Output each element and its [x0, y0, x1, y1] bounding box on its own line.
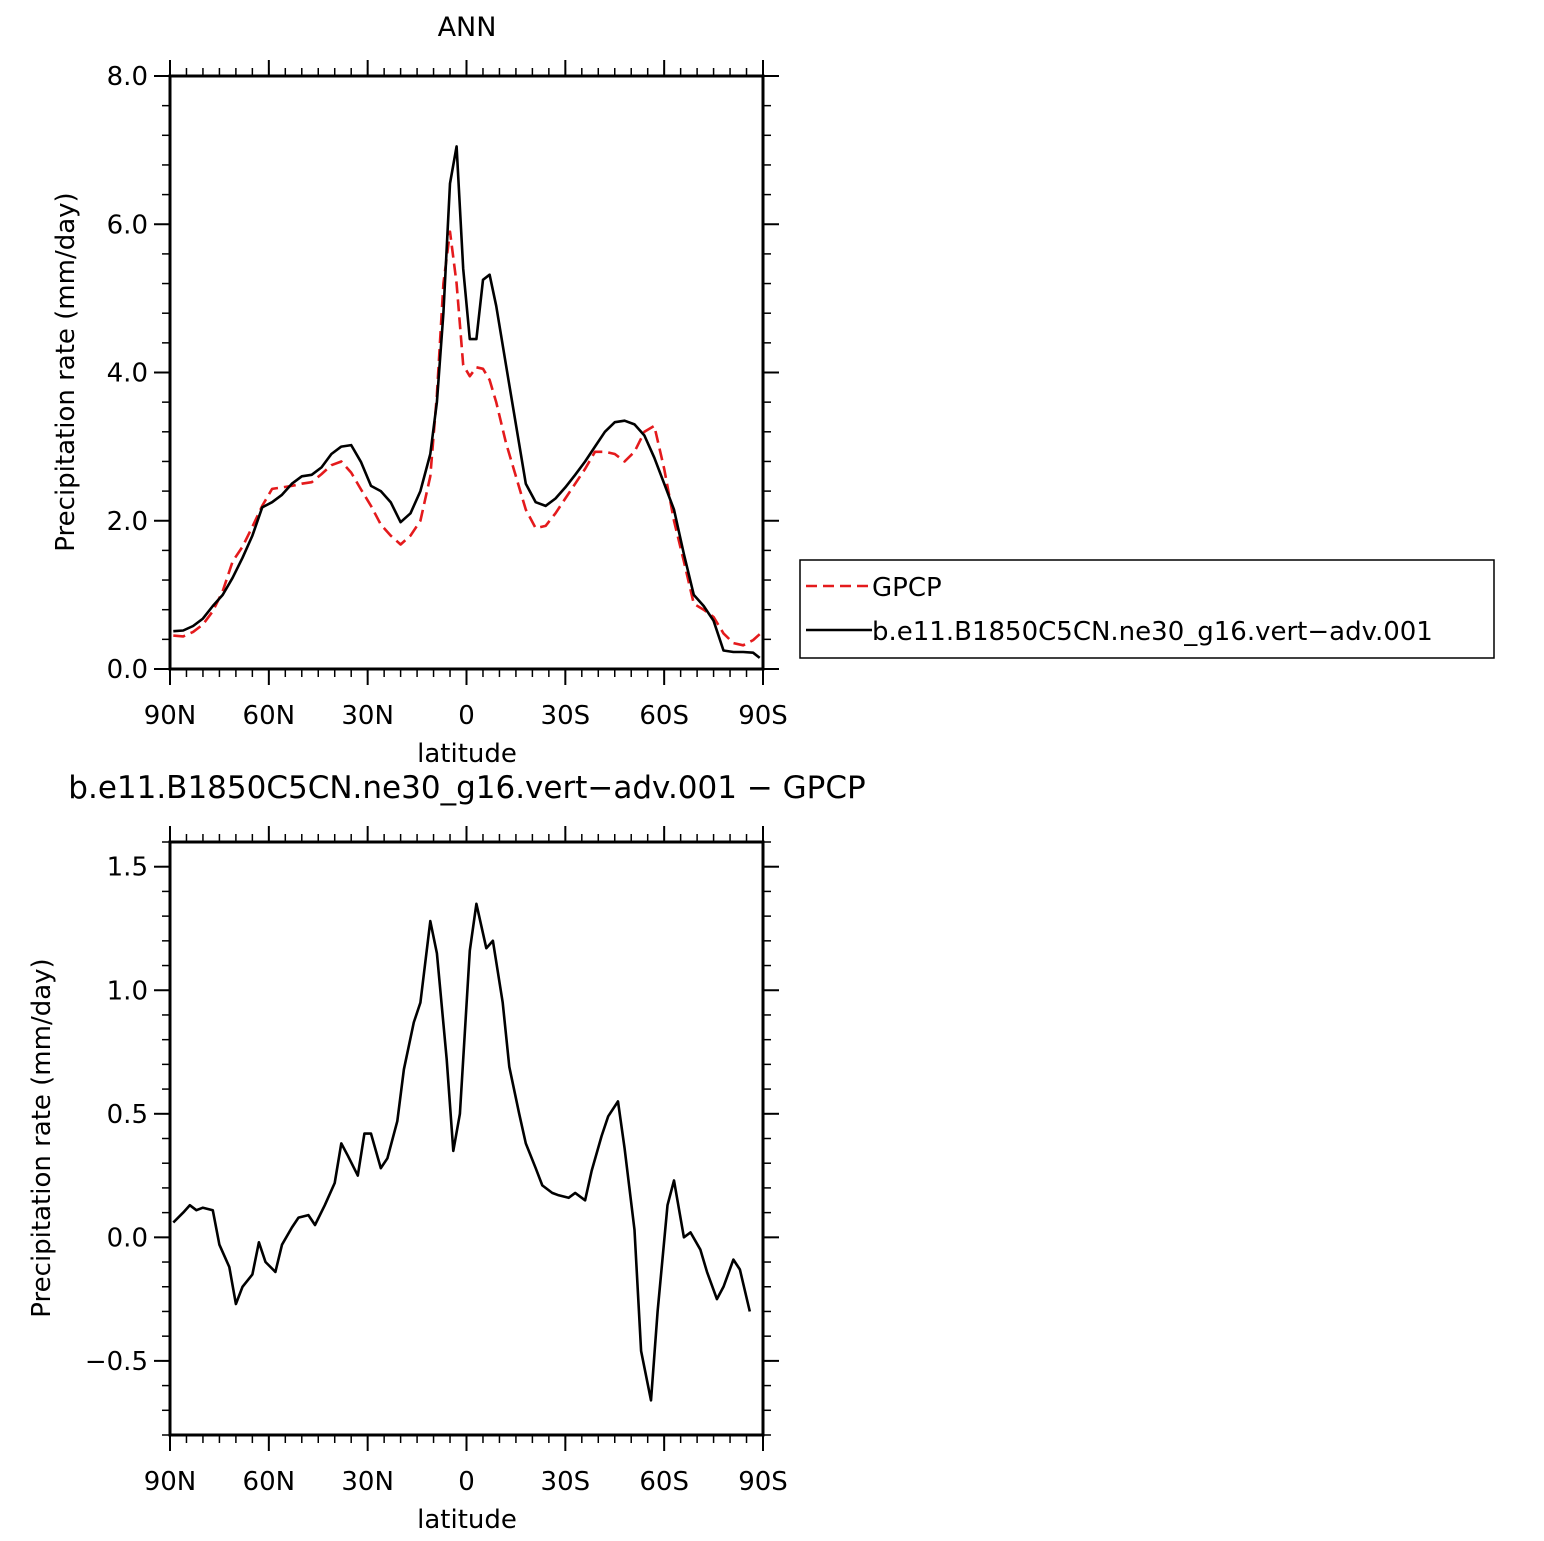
series-line-0-1 [173, 145, 761, 659]
y-tick-label: 1.5 [107, 853, 148, 883]
x-tick-label: 90S [738, 1467, 788, 1497]
bottom-y-axis-label: Precipitation rate (mm/day) [27, 958, 57, 1317]
top-series-group [173, 145, 761, 659]
legend-label-model: b.e11.B1850C5CN.ne30_g16.vert−adv.001 [872, 617, 1433, 647]
x-tick-label: 90N [144, 1467, 197, 1497]
y-tick-label: 0.0 [107, 655, 148, 685]
legend: GPCP b.e11.B1850C5CN.ne30_g16.vert−adv.0… [799, 559, 1495, 659]
x-tick-label: 60S [639, 701, 689, 731]
x-tick-label: 90N [144, 701, 197, 731]
y-tick-label: 0.0 [107, 1223, 148, 1253]
series-line-0-0 [173, 230, 761, 647]
y-tick-label: 8.0 [107, 62, 148, 92]
x-tick-label: 0 [458, 1467, 475, 1497]
y-tick-label: 0.5 [107, 1100, 148, 1130]
x-tick-label: 30S [541, 701, 591, 731]
top-panel: ANN 0.0 2.0 4.0 6.0 8.0 90N 60N 30N 0 30S 60S 90S l… [51, 12, 788, 769]
x-tick-label: 90S [738, 701, 788, 731]
bottom-axis-ticks: −0.5 0.0 0.5 1.0 1.5 90N 60N 30N 0 30S 60S 90S [85, 826, 788, 1497]
x-tick-label: 30N [341, 701, 394, 731]
x-tick-label: 0 [458, 701, 475, 731]
x-tick-label: 60N [243, 701, 296, 731]
bottom-panel: b.e11.B1850C5CN.ne30_g16.vert−adv.001 − … [27, 770, 866, 1535]
bottom-x-axis-label: latitude [417, 1505, 517, 1535]
y-tick-label: 2.0 [107, 507, 148, 537]
y-tick-label: 4.0 [107, 359, 148, 389]
bottom-title: b.e11.B1850C5CN.ne30_g16.vert−adv.001 − … [68, 770, 865, 806]
bottom-plot-frame [168, 840, 765, 1437]
x-tick-label: 30S [541, 1467, 591, 1497]
y-tick-label: −0.5 [85, 1347, 148, 1377]
top-x-axis-label: latitude [417, 739, 517, 769]
x-tick-label: 60N [243, 1467, 296, 1497]
series-line-1-0 [172, 902, 752, 1402]
x-tick-label: 30N [341, 1467, 394, 1497]
y-tick-label: 6.0 [107, 210, 148, 240]
top-y-axis-label: Precipitation rate (mm/day) [51, 192, 81, 551]
top-title: ANN [438, 12, 497, 43]
top-axis-ticks: 0.0 2.0 4.0 6.0 8.0 90N 60N 30N 0 30S 60S 90S [107, 60, 788, 731]
x-tick-label: 60S [639, 1467, 689, 1497]
legend-box [799, 559, 1495, 659]
y-tick-label: 1.0 [107, 976, 148, 1006]
legend-label-gpcp: GPCP [872, 573, 942, 603]
bottom-series-group [172, 902, 752, 1402]
